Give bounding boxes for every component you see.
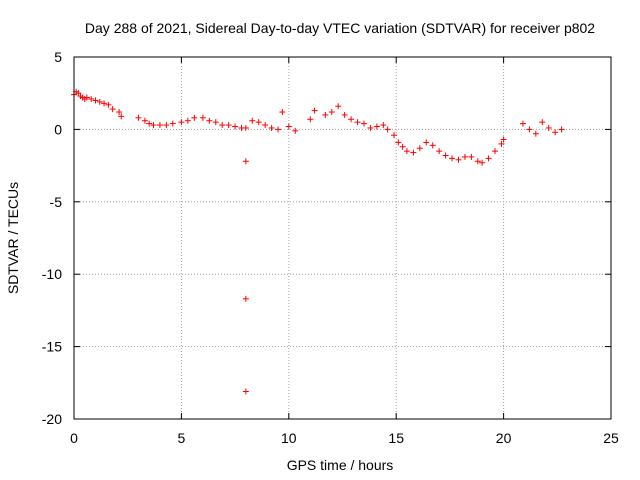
data-point	[150, 122, 157, 129]
data-point	[354, 119, 361, 126]
y-tick-label: -5	[50, 194, 63, 210]
data-point	[429, 142, 436, 149]
y-tick-label: 5	[54, 49, 62, 65]
data-point	[242, 295, 249, 302]
x-tick-label: 0	[70, 430, 78, 446]
data-point	[449, 155, 456, 162]
data-point	[116, 109, 123, 116]
data-point	[384, 126, 391, 133]
y-axis-label: SDTVAR / TECUs	[5, 182, 21, 294]
data-point	[232, 123, 239, 130]
data-point	[532, 130, 539, 137]
data-point	[519, 120, 526, 127]
data-point	[335, 103, 342, 110]
data-point	[255, 119, 262, 126]
y-tick-label: -15	[42, 339, 62, 355]
data-point	[474, 158, 481, 165]
data-point	[468, 153, 475, 160]
data-point	[242, 158, 249, 165]
data-point	[242, 124, 249, 131]
x-axis-label: GPS time / hours	[287, 457, 394, 473]
data-point	[436, 148, 443, 155]
data-point	[485, 155, 492, 162]
data-point	[169, 120, 176, 127]
data-point	[526, 126, 533, 133]
data-point	[403, 148, 410, 155]
data-point	[191, 114, 198, 121]
data-point	[163, 122, 170, 129]
data-point	[156, 122, 163, 129]
data-point	[552, 129, 559, 136]
data-point	[328, 109, 335, 116]
data-point	[275, 126, 282, 133]
data-point	[539, 119, 546, 126]
data-point	[492, 148, 499, 155]
data-point	[360, 120, 367, 127]
data-point	[373, 123, 380, 130]
data-point	[242, 388, 249, 395]
data-point	[367, 124, 374, 131]
data-point	[461, 153, 468, 160]
data-point	[399, 143, 406, 150]
data-point	[279, 109, 286, 116]
x-tick-label: 10	[281, 430, 297, 446]
data-point	[101, 100, 108, 107]
x-tick-label: 15	[388, 430, 404, 446]
data-point	[423, 139, 430, 146]
data-point	[391, 132, 398, 139]
data-point	[500, 136, 507, 143]
data-point	[307, 116, 314, 123]
x-tick-label: 5	[178, 430, 186, 446]
data-point	[219, 122, 226, 129]
grid-lines	[74, 57, 611, 419]
data-point	[455, 156, 462, 163]
data-point	[545, 124, 552, 131]
data-point	[348, 116, 355, 123]
x-tick-label: 25	[603, 430, 619, 446]
data-point	[212, 119, 219, 126]
data-point	[285, 123, 292, 130]
x-tick-label: 20	[496, 430, 512, 446]
data-point	[118, 113, 125, 120]
data-point	[395, 139, 402, 146]
chart-title: Day 288 of 2021, Sidereal Day-to-day VTE…	[85, 20, 595, 36]
data-point	[109, 106, 116, 113]
data-point	[184, 117, 191, 124]
data-point	[479, 159, 486, 166]
data-point	[380, 122, 387, 129]
data-point	[292, 127, 299, 134]
data-point	[199, 114, 206, 121]
data-point	[141, 117, 148, 124]
data-point	[206, 117, 213, 124]
data-point	[96, 98, 103, 105]
data-point	[442, 152, 449, 159]
data-point	[83, 94, 90, 101]
axis-ticks: 0 5 10 15 20 25 5 0 -5 -10 -15 -20	[42, 49, 619, 446]
y-tick-label: -10	[42, 266, 62, 282]
plot-frame	[73, 56, 612, 420]
y-tick-label: 0	[54, 121, 62, 137]
data-point	[88, 95, 95, 102]
data-point	[311, 107, 318, 114]
data-point	[268, 124, 275, 131]
data-point	[225, 122, 232, 129]
y-tick-label: -20	[42, 411, 62, 427]
data-point	[178, 119, 185, 126]
data-points	[71, 88, 565, 395]
data-point	[410, 149, 417, 156]
data-point	[249, 117, 256, 124]
data-point	[135, 114, 142, 121]
data-point	[558, 126, 565, 133]
data-point	[92, 97, 99, 104]
data-point	[146, 120, 153, 127]
data-point	[262, 122, 269, 129]
data-point	[498, 140, 505, 147]
data-point	[105, 101, 112, 108]
data-point	[341, 111, 348, 118]
data-point	[416, 145, 423, 152]
data-point	[322, 111, 329, 118]
